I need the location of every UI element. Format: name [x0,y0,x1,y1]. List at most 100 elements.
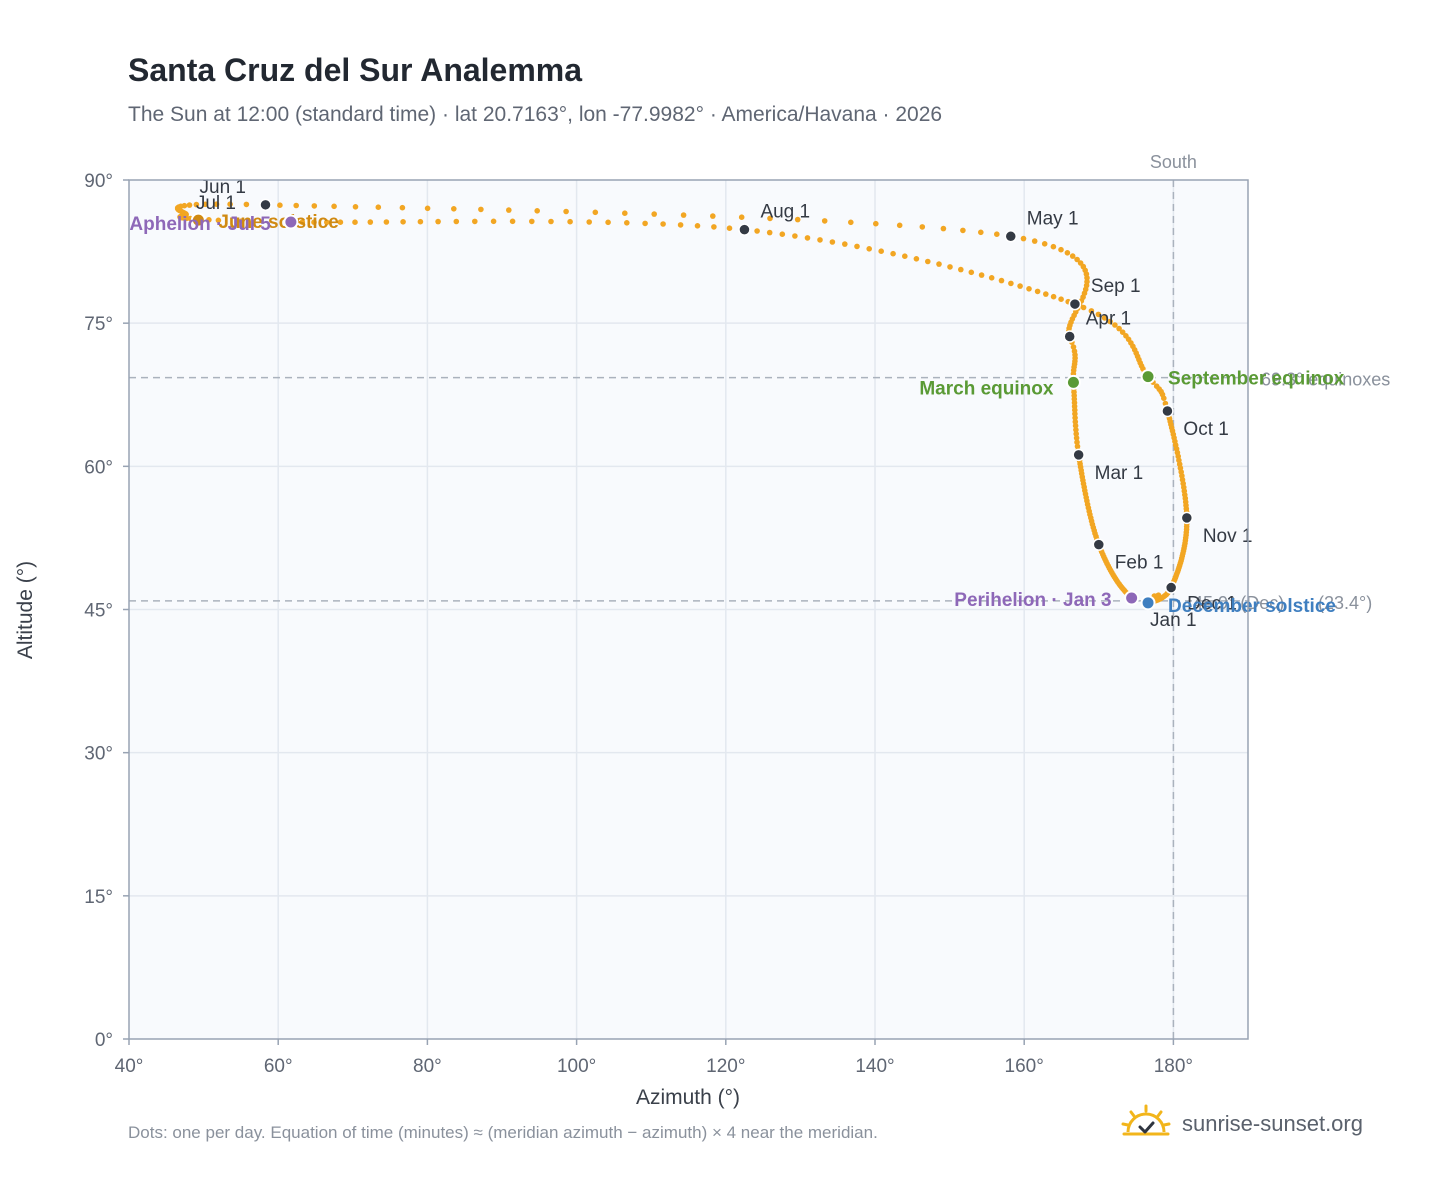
day-dot [337,219,344,225]
month-label: Oct 1 [1183,419,1228,440]
brand[interactable]: sunrise-sunset.org [1120,1100,1363,1148]
day-dot [186,202,193,208]
day-dot [311,219,317,225]
day-dot [660,221,666,227]
x-tick-label: 160° [1005,1056,1044,1077]
day-dot [1031,238,1038,244]
event-marker [283,214,299,230]
day-dot [1008,280,1014,287]
y-tick-label: 15° [84,887,113,908]
day-dot [936,261,942,267]
day-dot [710,213,716,219]
day-dot [506,207,512,213]
day-dot [866,246,872,252]
day-dot [1119,329,1126,336]
day-dot [767,215,773,222]
day-dot [940,225,947,232]
day-dot [417,218,424,225]
event-marker [1124,590,1140,606]
day-dot [925,258,931,265]
day-dot [490,218,497,225]
month-marker [1092,538,1106,551]
day-dot [1161,395,1167,402]
day-dot [534,208,540,214]
day-dot [1080,304,1087,311]
day-dot [1050,293,1057,300]
day-dot [913,255,920,262]
reference-label: 45.9° (Dec) [1193,593,1284,613]
event-marker [1140,369,1156,385]
day-dot [352,219,358,225]
day-dot [383,219,390,225]
day-dot [1058,246,1064,253]
day-dot [1112,322,1118,328]
day-dot [331,203,337,210]
month-label: Feb 1 [1115,553,1164,574]
month-label: Jan 1 [1150,610,1196,631]
day-dot [890,250,896,257]
month-label: Sep 1 [1091,276,1141,297]
day-dot [367,219,374,225]
day-dot [586,219,592,225]
x-tick-label: 100° [557,1056,596,1077]
brand-name: sunrise-sunset.org [1182,1111,1363,1136]
day-dot [311,203,318,209]
month-marker [1180,511,1194,525]
day-dot [324,219,330,226]
day-dot [842,241,848,247]
day-dot [821,218,828,224]
day-dot [293,202,300,209]
day-dot [277,202,283,208]
x-tick-label: 140° [855,1056,894,1077]
day-dot [1041,241,1048,247]
day-dot [605,219,611,226]
day-dot [711,224,717,230]
month-label: Jun 1 [200,177,246,198]
day-dot [399,204,406,211]
day-dot [1017,283,1023,289]
month-marker [1072,448,1085,462]
day-dot [854,243,860,250]
day-dot [1088,308,1095,314]
day-dot [548,218,554,225]
day-dot [978,272,985,278]
y-tick-label: 0° [95,1030,113,1051]
month-marker [1004,230,1018,243]
reference-lines: South 69.3° equinoxes 45.9° (Dec) (23.4°) [129,152,1390,1039]
y-tick-label: 90° [84,171,113,192]
reference-label: (23.4°) [1318,593,1372,613]
month-label: Dec 1 [1187,594,1237,615]
day-dot [1034,288,1041,295]
month-marker [1164,581,1178,594]
day-dot [1050,243,1057,250]
day-dot [968,269,975,276]
event-label: September equinox [1168,369,1345,390]
day-dot [213,201,220,207]
month-marker [1068,297,1082,311]
month-label: Aug 1 [760,202,810,223]
day-dot [1069,253,1076,259]
day-dot [792,233,798,239]
month-marker [1063,330,1076,343]
y-tick-label: 45° [84,601,113,622]
day-dot [848,219,854,226]
day-dot [1074,443,1081,450]
day-dot [529,218,535,225]
event-markers: March equinox September equinox June solst… [129,212,1344,617]
day-dot [651,211,657,217]
y-axis-label: Altitude (°) [14,561,37,659]
reference-label: 69.3° equinoxes [1261,370,1390,390]
day-dot [622,210,628,216]
day-dot [592,209,599,216]
day-dot [1043,291,1049,297]
event-label: Perihelion · Jan 3 [954,590,1111,611]
day-dot [451,206,457,212]
day-dot [960,227,966,234]
day-dot [215,217,222,224]
day-dot [1077,260,1084,266]
day-dot [779,231,786,237]
event-label: March equinox [919,378,1054,399]
x-tick-label: 180° [1154,1056,1193,1077]
x-tick-label: 60° [264,1056,293,1077]
day-dot [680,212,687,218]
